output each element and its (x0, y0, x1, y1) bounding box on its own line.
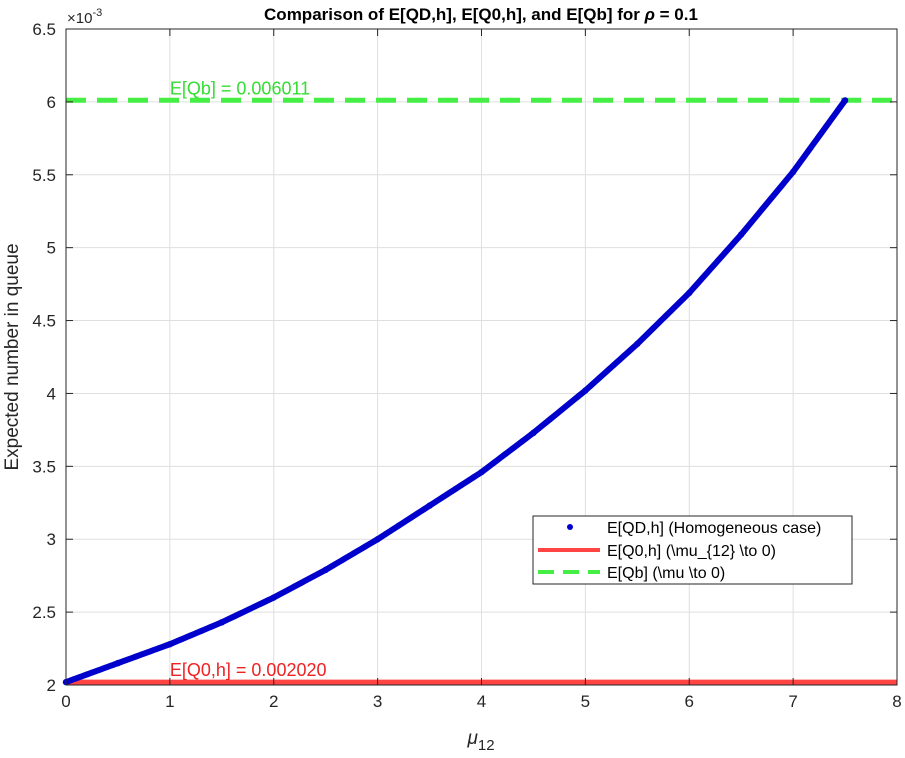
data-point-qdh (686, 289, 693, 297)
legend-marker-qdh (567, 524, 573, 530)
data-point-qdh (582, 387, 589, 394)
data-point-qdh (166, 640, 174, 648)
series-qdh (62, 97, 849, 686)
y-tick-label: 6 (47, 93, 56, 112)
x-tick-label: 0 (61, 692, 70, 711)
legend: E[QD,h] (Homogeneous case) E[Q0,h] (\mu_… (532, 515, 853, 585)
data-point-qdh (634, 340, 641, 348)
x-tick-label: 1 (165, 692, 174, 711)
data-point-qdh (530, 429, 537, 437)
x-axis-label: μ12 (466, 728, 494, 753)
data-point-qdh (841, 97, 849, 104)
data-point-qdh (789, 168, 797, 176)
series-curve-qdh (63, 97, 849, 686)
y-tick-label: 4 (47, 384, 56, 403)
y-axis-label: Expected number in queue (2, 243, 23, 470)
data-point-qdh (114, 659, 122, 667)
ticks: 0 1 2 3 4 5 6 7 8 2 2.5 3 3.5 4 4.5 5 5.5 6 6.5 (32, 20, 901, 711)
x-tick-label: 3 (373, 692, 382, 711)
y-tick-label: 4.5 (32, 312, 56, 331)
data-point-qdh (218, 619, 226, 626)
y-tick-label: 6.5 (32, 20, 56, 39)
y-axis-exponent: ×10-3 (67, 7, 102, 27)
legend-label-q0h: E[Q0,h] (\mu_{12} \to 0) (607, 543, 776, 560)
y-tick-label: 5 (47, 239, 56, 258)
annotations: E[Qb] = 0.006011 E[Q0,h] = 0.002020 (170, 78, 327, 680)
data-point-qdh (374, 536, 381, 543)
legend-entry-qb: E[Qb] (\mu \to 0) (538, 565, 725, 582)
legend-entry-q0h: E[Q0,h] (\mu_{12} \to 0) (538, 543, 776, 560)
data-point-qdh (478, 468, 485, 476)
y-tick-label: 2 (47, 676, 56, 695)
annotation-q0h-value: E[Q0,h] = 0.002020 (170, 660, 327, 680)
data-point-qdh (270, 594, 277, 601)
y-tick-label: 3.5 (32, 457, 56, 476)
y-tick-label: 5.5 (32, 166, 56, 185)
data-point-qdh (322, 566, 329, 574)
chart-title: Comparison of E[QD,h], E[Q0,h], and E[Qb… (264, 5, 698, 24)
x-tick-label: 5 (581, 692, 590, 711)
legend-label-qb: E[Qb] (\mu \to 0) (607, 565, 725, 582)
x-tick-label: 7 (788, 692, 797, 711)
legend-entry-qdh: E[QD,h] (Homogeneous case) (567, 520, 821, 537)
legend-label-qdh: E[QD,h] (Homogeneous case) (607, 520, 821, 537)
y-tick-label: 2.5 (32, 603, 56, 622)
x-tick-label: 6 (685, 692, 694, 711)
x-tick-label: 4 (477, 692, 486, 711)
data-point-qdh (737, 231, 745, 238)
annotation-qb-value: E[Qb] = 0.006011 (170, 78, 310, 98)
x-tick-label: 8 (892, 692, 901, 711)
y-tick-label: 3 (47, 530, 56, 549)
x-tick-label: 2 (269, 692, 278, 711)
data-point-qdh (426, 502, 433, 509)
